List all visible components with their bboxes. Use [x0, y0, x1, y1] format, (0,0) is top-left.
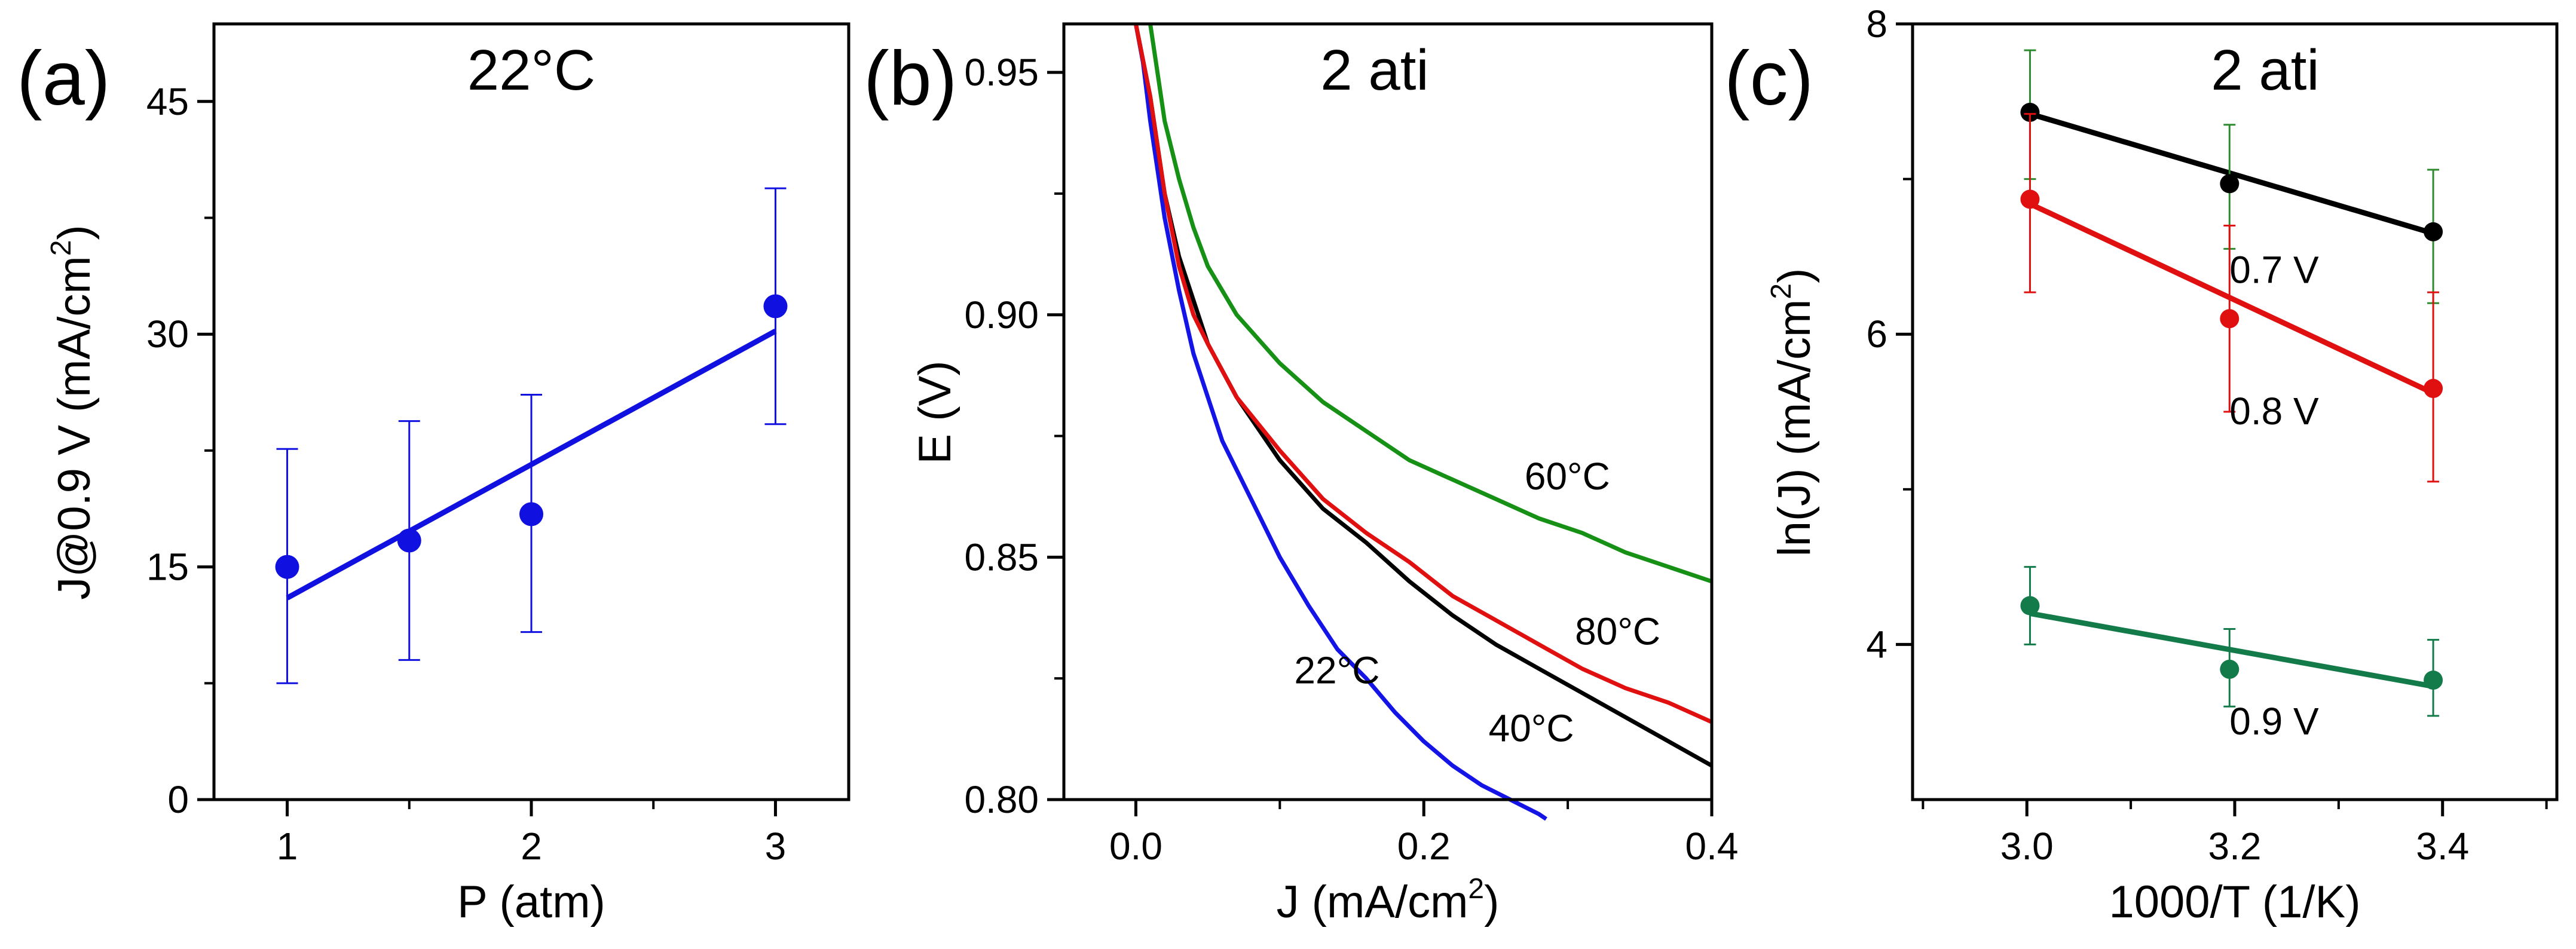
series-annotation: 80°C	[1575, 610, 1660, 653]
panel-b-ylabel: E (V)	[910, 360, 960, 464]
y-tick-label: 0.90	[964, 293, 1039, 336]
fit-line	[2029, 201, 2435, 396]
panel-b-xlabel-sup: 2	[1468, 873, 1484, 905]
y-tick-label: 15	[146, 546, 189, 589]
panel-a-ylabel-main: J@0.9 V (mA/cm	[49, 256, 100, 599]
data-point	[2220, 174, 2240, 194]
series-annotation: 0.9 V	[2229, 700, 2319, 743]
panel-c-marks: 0.7 V 0.8 V 0.9 V	[2020, 49, 2443, 743]
data-point	[519, 502, 543, 526]
y-tick-label: 4	[1866, 623, 1887, 666]
data-point	[397, 528, 421, 553]
x-tick-label: 3.4	[2416, 825, 2469, 868]
x-tick-label: 3.2	[2208, 825, 2262, 868]
data-point	[763, 294, 788, 319]
y-tick-label: 6	[1866, 313, 1887, 356]
y-tick-label: 0.80	[964, 778, 1039, 821]
panel-a-xlabel: P (atm)	[457, 877, 605, 927]
data-point	[275, 555, 299, 579]
data-point	[2020, 596, 2040, 616]
panel-c: 0.7 V 0.8 V 0.9 V 3.0 3.2 3.4 4 6 8 (c) 2 ati 1…	[1724, 2, 2559, 927]
x-tick-label: 0.0	[1109, 825, 1162, 868]
panel-c-ylabel-close: )	[1769, 268, 1820, 283]
panel-b-xlabel-main: J (mA/cm	[1277, 877, 1468, 927]
series-annotation: 40°C	[1489, 707, 1574, 750]
panel-b-title: 2 ati	[1320, 38, 1428, 102]
panel-b-xlabel-close: )	[1484, 877, 1499, 927]
x-tick-label: 0.4	[1685, 825, 1739, 868]
series-annotation: 0.7 V	[2229, 249, 2319, 292]
data-point	[2424, 222, 2443, 241]
series-line	[1133, 23, 1713, 724]
y-tick-label: 0.95	[964, 51, 1039, 94]
panel-a-title: 22°C	[467, 38, 596, 102]
panel-c-ticks: 3.0 3.2 3.4 4 6 8	[1866, 2, 2548, 868]
series-annotation: 22°C	[1294, 648, 1379, 691]
data-point	[2220, 659, 2240, 679]
panel-c-title: 2 ati	[2211, 38, 2319, 102]
y-tick-label: 45	[146, 80, 189, 123]
fit-line	[2029, 611, 2434, 689]
x-tick-label: 1	[277, 825, 298, 868]
panel-b-xlabel: J (mA/cm2)	[1277, 873, 1500, 927]
series-line	[1133, 23, 1713, 768]
data-point	[2424, 671, 2443, 690]
y-tick-label: 8	[1866, 2, 1887, 45]
x-tick-label: 3	[765, 825, 787, 868]
panel-c-ylabel-sup: 2	[1766, 283, 1797, 299]
panel-b: 60°C80°C22°C40°C 0.0 0.2 0.40.800.850.900.…	[864, 22, 1738, 927]
panel-c-ylabel-main: ln(J) (mA/cm	[1769, 299, 1820, 557]
data-point	[2020, 102, 2040, 122]
panel-a-marks	[275, 187, 788, 684]
panel-c-xlabel: 1000/T (1/K)	[2109, 877, 2360, 927]
panel-a-ylabel-close: )	[49, 225, 100, 240]
series-annotation: 60°C	[1525, 455, 1610, 498]
panel-a-ylabel: J@0.9 V (mA/cm2)	[45, 225, 100, 599]
panel-b-label: (b)	[864, 36, 957, 121]
panel-b-ticks: 0.0 0.2 0.4 0.80 0.85 0.90 0.95	[964, 51, 1738, 868]
series-annotation: 0.8 V	[2229, 390, 2319, 433]
x-tick-label: 0.2	[1397, 825, 1451, 868]
x-tick-label: 3.0	[2000, 825, 2054, 868]
y-tick-label: 30	[146, 313, 189, 356]
fit-line	[2029, 111, 2434, 236]
y-tick-label: 0	[167, 778, 189, 821]
series-line	[1148, 23, 1713, 584]
data-point	[2020, 189, 2040, 209]
panel-a-ylabel-sup: 2	[45, 240, 77, 256]
panel-a-label: (a)	[17, 36, 110, 121]
data-point	[2424, 379, 2443, 399]
y-tick-label: 0.85	[964, 535, 1039, 578]
panel-c-label: (c)	[1724, 36, 1813, 121]
series-line	[1133, 23, 1547, 821]
data-point	[2220, 309, 2240, 329]
panel-b-frame	[1062, 22, 1714, 801]
panel-c-ylabel: ln(J) (mA/cm2)	[1766, 268, 1820, 557]
panel-b-marks: 60°C 80°C 22°C 40°C	[1133, 23, 1713, 821]
x-tick-label: 2	[521, 825, 542, 868]
